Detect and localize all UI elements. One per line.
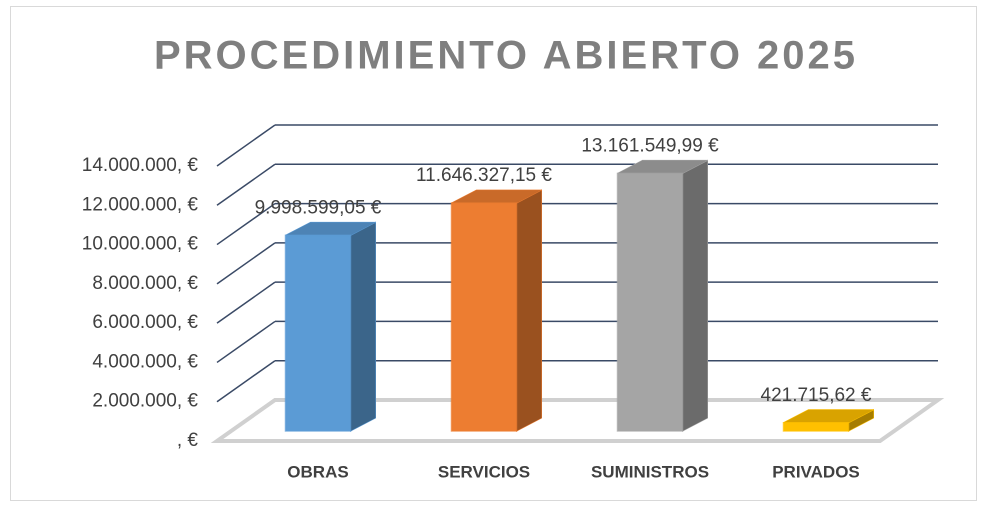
value-label: 11.646.327,15 € [416,165,552,186]
chart-title: PROCEDIMIENTO ABIERTO 2025 [154,34,858,78]
y-tick-label: , € [177,430,199,451]
y-tick-label: 12.000.000, € [82,194,199,215]
grid-line-side [216,360,276,403]
grid-line-side [216,320,276,364]
value-label: 13.161.549,99 € [581,135,719,156]
y-tick-label: 2.000.000, € [92,391,198,412]
bar-top-shade [285,222,376,236]
y-tick-label: 8.000.000, € [92,273,198,294]
grid-line-side [216,163,276,206]
bar-side-shade [516,190,542,431]
grid-line-side [216,202,276,246]
grid-line-side [216,281,276,324]
x-tick-label: SERVICIOS [438,462,530,481]
bar [284,234,352,432]
x-tick-label: PRIVADOS [772,462,860,481]
bar-top-shade [451,190,542,204]
bar [616,172,684,432]
bar-side-shade [350,222,376,431]
y-tick-label: 14.000.000, € [82,155,199,176]
grid-line-side [216,242,276,285]
bar [450,202,518,432]
grid-line-side [216,124,276,167]
x-tick-label: SUMINISTROS [591,462,709,481]
bar-side-shade [682,160,708,431]
y-tick-label: 4.000.000, € [92,351,198,372]
x-tick-label: OBRAS [287,462,348,481]
bar-side-shade [848,409,874,431]
bar-top-shade [617,160,708,174]
y-tick-label: 6.000.000, € [92,312,198,333]
value-label: 421.715,62 € [761,385,872,406]
bar [782,421,850,432]
y-tick-label: 10.000.000, € [82,234,199,255]
floor [210,398,945,443]
bar-top-shade [783,409,874,423]
value-label: 9.998.599,05 € [255,197,382,218]
